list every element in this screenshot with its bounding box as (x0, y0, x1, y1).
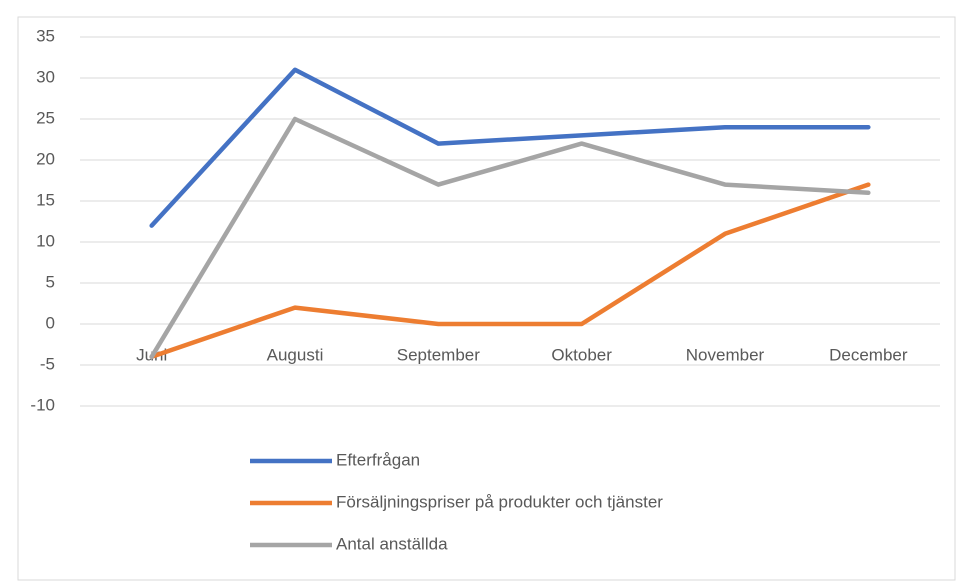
y-tick-label: 30 (36, 67, 55, 86)
x-tick-label: Oktober (551, 345, 612, 364)
legend-label: Efterfrågan (336, 450, 420, 469)
series-line (149, 116, 871, 360)
series-line (149, 182, 871, 360)
y-tick-label: 20 (36, 149, 55, 168)
y-tick-label: 0 (46, 313, 55, 332)
y-tick-label: 35 (36, 26, 55, 45)
legend-label: Antal anställda (336, 534, 448, 553)
y-tick-label: 5 (46, 272, 55, 291)
x-tick-label: September (397, 345, 480, 364)
x-tick-label: Augusti (267, 345, 324, 364)
chart-frame (17, 16, 956, 581)
y-tick-label: -10 (30, 395, 55, 414)
y-tick-label: 10 (36, 231, 55, 250)
legend-label: Försäljningspriser på produkter och tjän… (336, 492, 663, 511)
series-line (149, 67, 871, 228)
y-tick-label: 25 (36, 108, 55, 127)
y-tick-label: -5 (40, 354, 55, 373)
x-tick-label: November (686, 345, 765, 364)
x-tick-label: December (829, 345, 908, 364)
y-tick-label: 15 (36, 190, 55, 209)
